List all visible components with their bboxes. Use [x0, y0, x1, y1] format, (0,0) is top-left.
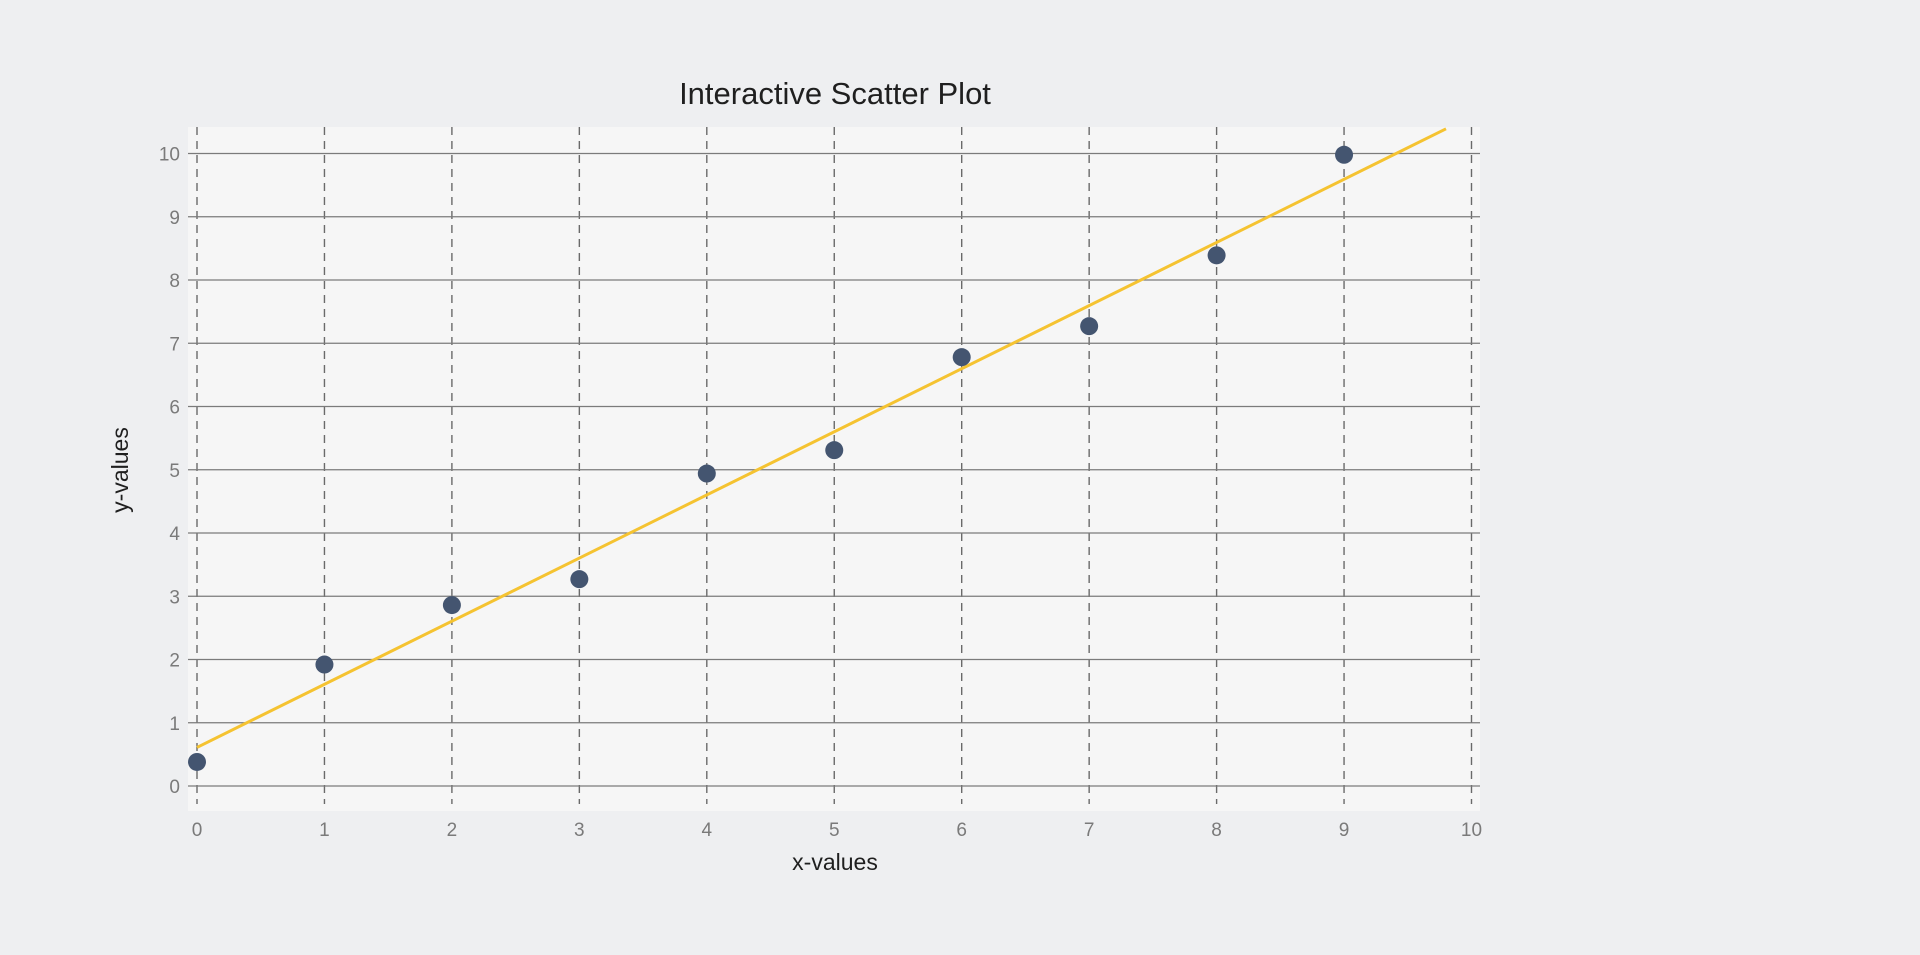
- x-axis-title: x-values: [792, 849, 878, 875]
- data-point: [825, 441, 844, 460]
- y-tick-label: 9: [169, 208, 180, 229]
- trend-line: [196, 127, 1447, 749]
- y-tick-label: 3: [169, 587, 180, 608]
- x-tick-label: 5: [829, 820, 840, 841]
- grid-lines: [188, 127, 1480, 804]
- y-tick-label: 10: [159, 145, 180, 166]
- x-tick-label: 2: [447, 820, 458, 841]
- y-tick-label: 6: [169, 398, 180, 419]
- data-point: [1207, 246, 1226, 265]
- data-point: [1335, 145, 1354, 164]
- x-tick-label: 6: [956, 820, 967, 841]
- y-tick-label: 8: [169, 271, 180, 292]
- y-axis-title: y-values: [107, 427, 133, 513]
- y-tick-label: 1: [169, 714, 180, 735]
- x-tick-label: 4: [702, 820, 713, 841]
- x-tick-label: 10: [1461, 820, 1482, 841]
- y-tick-label: 4: [169, 524, 180, 545]
- data-point: [952, 348, 971, 367]
- data-point: [570, 570, 589, 589]
- x-tick-label: 1: [319, 820, 330, 841]
- data-point: [188, 752, 206, 771]
- y-tick-label: 2: [169, 651, 180, 672]
- y-tick-label: 0: [169, 777, 180, 798]
- x-tick-label: 9: [1339, 820, 1350, 841]
- data-point: [697, 464, 716, 483]
- data-point: [442, 596, 461, 615]
- y-tick-label: 5: [169, 461, 180, 482]
- data-series: [188, 127, 1447, 771]
- data-point: [315, 655, 334, 674]
- x-tick-label: 3: [574, 820, 585, 841]
- tick-labels: 0 1 2 3 4 5 6 7 8 9 10 0 1 2 3 4 5 6 7 8 9 10: [159, 145, 1482, 842]
- y-tick-label: 7: [169, 334, 180, 355]
- x-tick-label: 8: [1211, 820, 1222, 841]
- x-tick-label: 0: [192, 820, 203, 841]
- x-tick-label: 7: [1084, 820, 1095, 841]
- data-point: [1080, 317, 1099, 336]
- chart-title: Interactive Scatter Plot: [679, 76, 991, 111]
